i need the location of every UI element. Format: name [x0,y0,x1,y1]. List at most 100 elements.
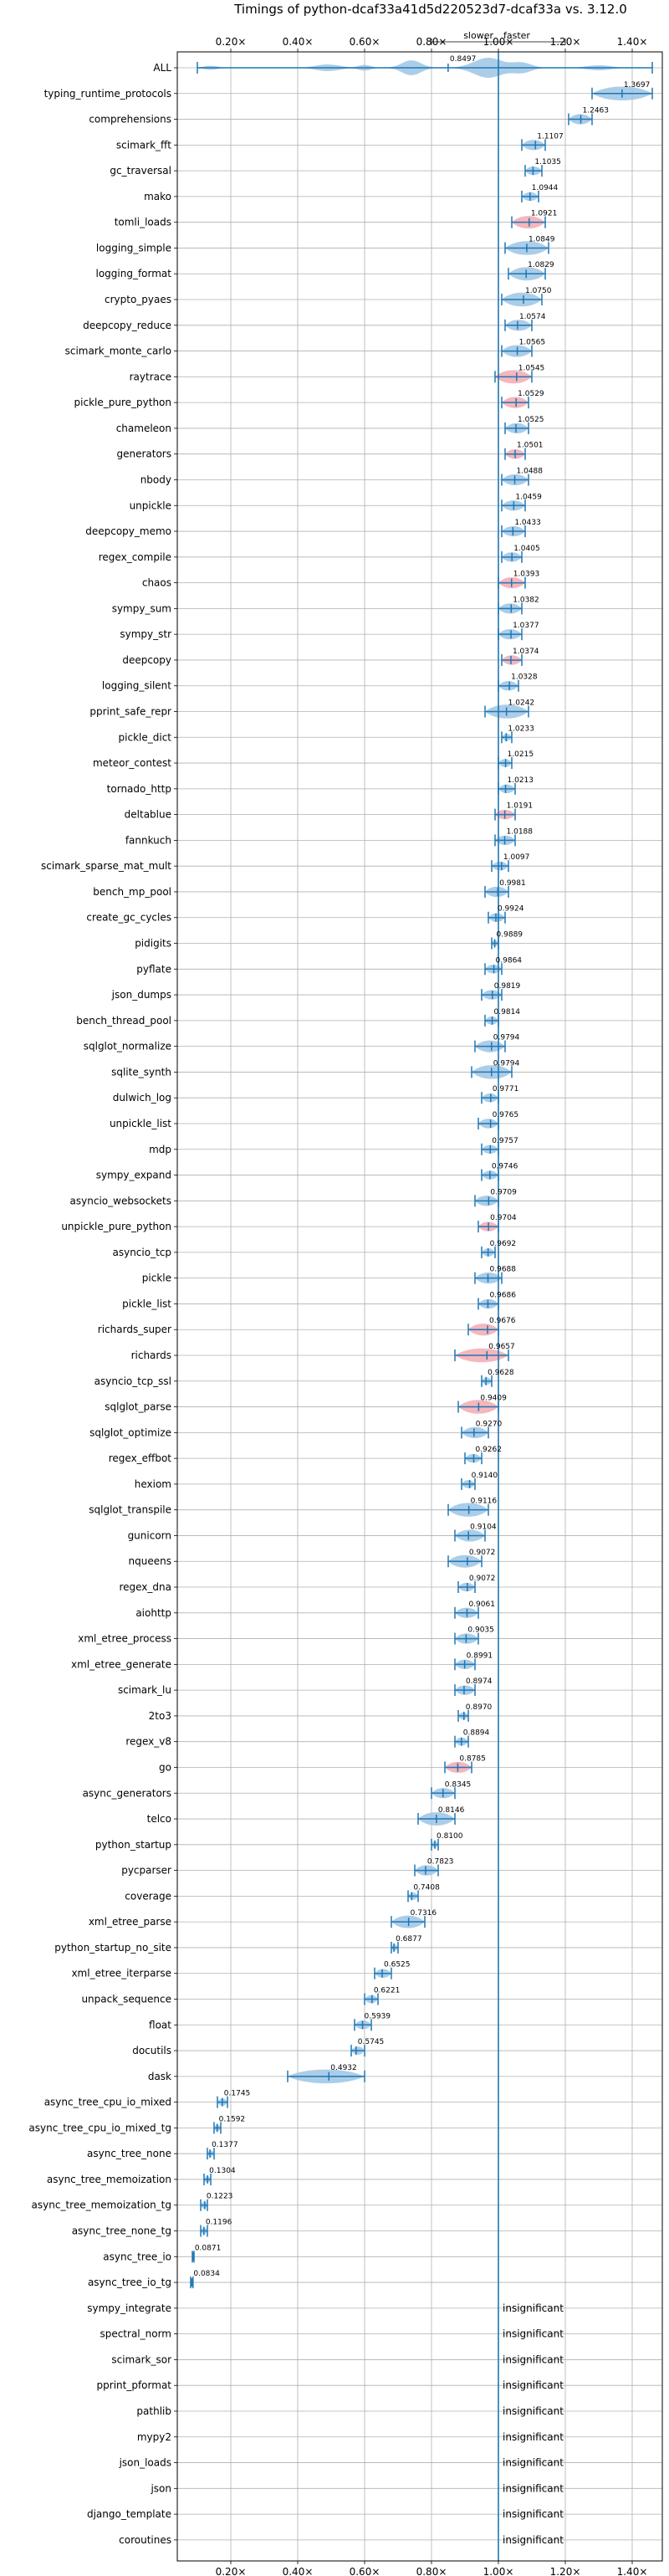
value-label: 1.0393 [513,571,540,579]
value-label: 0.9262 [475,1446,502,1454]
value-label: 0.9794 [493,1059,520,1068]
benchmark-name: async_tree_cpu_io_mixed [44,2097,171,2108]
benchmark-name: ALL [153,62,171,74]
value-label: 0.9924 [498,905,524,914]
value-label: 0.0871 [195,2244,222,2252]
benchmark-name: pprint_pformat [97,2379,172,2391]
value-label: 0.4932 [330,2064,357,2072]
value-label: 1.0097 [503,853,530,862]
benchmark-name: gc_traversal [110,165,171,177]
benchmark-name: logging_silent [102,680,171,692]
benchmark-name: pycparser [121,1865,171,1877]
benchmark-name: mdp [149,1144,171,1155]
benchmark-name: json_dumps [111,989,171,1001]
value-label: 0.9819 [494,982,521,991]
benchmark-name: coverage [125,1890,171,1902]
value-label: 1.0750 [525,287,552,295]
value-label: 1.0233 [508,725,534,733]
value-label: 0.9765 [493,1111,519,1119]
value-label: 0.9864 [496,956,523,965]
value-label: 1.0242 [508,699,535,708]
value-label: 0.1196 [206,2219,232,2227]
value-label: 0.1223 [207,2193,232,2201]
benchmark-name: crypto_pyaes [105,294,171,305]
benchmark-name: async_tree_io_tg [88,2276,171,2288]
benchmark-name: tornado_http [107,783,171,795]
value-label: 0.9072 [469,1549,496,1557]
value-label: 0.8991 [467,1652,493,1660]
benchmark-name: json [150,2482,171,2494]
value-label: 0.9104 [470,1523,497,1531]
axes-frame [176,51,663,2562]
benchmark-name: async_tree_none [87,2148,171,2159]
benchmark-name: coroutines [119,2534,171,2546]
benchmark-name: bench_mp_pool [93,886,171,898]
benchmark-name: meteor_contest [93,757,171,769]
benchmark-name: asyncio_tcp_ssl [94,1375,171,1387]
benchmark-name: async_tree_memoization_tg [32,2200,171,2211]
benchmark-name: regex_effbot [109,1452,172,1464]
benchmark-name: dask [148,2071,171,2082]
value-label: 1.0188 [507,827,534,836]
value-label: 0.9628 [488,1369,514,1377]
benchmark-name: 2to3 [149,1710,171,1722]
benchmark-name: dulwich_log [113,1092,171,1104]
value-label: 0.9746 [492,1163,518,1171]
benchmark-name: generators [116,448,171,460]
benchmark-name: chameleon [116,423,171,434]
grid-layer [177,52,662,2561]
benchmark-name: pprint_safe_repr [89,706,171,718]
benchmark-name: docutils [132,2045,171,2056]
benchmark-name: regex_v8 [125,1736,171,1748]
x-tick-label-bottom: 1.00× [483,2566,514,2576]
value-label: 0.1304 [209,2167,236,2175]
benchmark-name: xml_etree_iterparse [71,1968,171,1979]
benchmark-name: django_template [87,2508,171,2520]
value-label: 0.8345 [445,1780,472,1789]
insignificant-label: insignificant [503,2534,564,2546]
value-label: 0.9981 [499,879,526,888]
value-label: 0.8894 [463,1729,490,1738]
value-label: 1.0525 [518,416,544,424]
benchmark-name: xml_etree_process [78,1633,171,1645]
value-label: 1.0545 [518,364,545,372]
benchmark-name: asyncio_websockets [70,1195,171,1206]
value-label: 0.8497 [450,55,477,64]
value-label: 0.7823 [427,1858,454,1867]
value-label: 0.1592 [219,2115,246,2123]
benchmark-name: pickle_list [122,1298,171,1309]
x-tick-label-top: 1.40× [617,36,648,48]
benchmark-name: pyflate [136,963,171,975]
value-label: 0.8146 [438,1806,465,1815]
benchmark-name: spectral_norm [100,2328,171,2340]
value-label: 1.0829 [528,261,554,269]
benchmark-name: nbody [140,474,171,485]
benchmark-name: sqlglot_normalize [84,1041,171,1052]
slower-label: slower [463,30,493,41]
value-label: 1.3697 [624,81,651,90]
benchmark-name: sqlglot_optimize [89,1426,171,1438]
benchmark-name: hexiom [135,1478,171,1490]
value-label: 1.0529 [518,390,544,398]
value-label: 0.6221 [374,1987,401,1995]
value-label: 0.9757 [492,1137,518,1145]
benchmark-name: unpack_sequence [81,1994,171,2005]
x-tick-label-bottom: 1.20× [550,2566,581,2576]
value-label: 0.1745 [224,2090,251,2098]
value-label: 0.9035 [467,1626,494,1635]
benchmark-name: json_loads [119,2457,171,2469]
benchmark-name: scimark_monte_carlo [65,346,171,357]
value-label: 0.9771 [493,1085,519,1093]
value-label: 0.5745 [358,2038,385,2046]
axis-layer: 0.20×0.20×0.40×0.40×0.60×0.60×0.80×0.80×… [174,30,663,2576]
value-label: 0.9140 [472,1472,498,1480]
benchmark-name: pathlib [136,2405,171,2417]
benchmark-name: create_gc_cycles [86,912,171,924]
value-label: 1.0849 [529,235,555,243]
benchmark-name: mypy2 [137,2431,171,2443]
benchmark-name: float [149,2019,171,2031]
value-label: 1.0921 [531,210,558,218]
value-label: 0.8100 [437,1832,463,1841]
insignificant-label: insignificant [503,2302,564,2314]
benchmark-name: sympy_integrate [87,2302,171,2314]
